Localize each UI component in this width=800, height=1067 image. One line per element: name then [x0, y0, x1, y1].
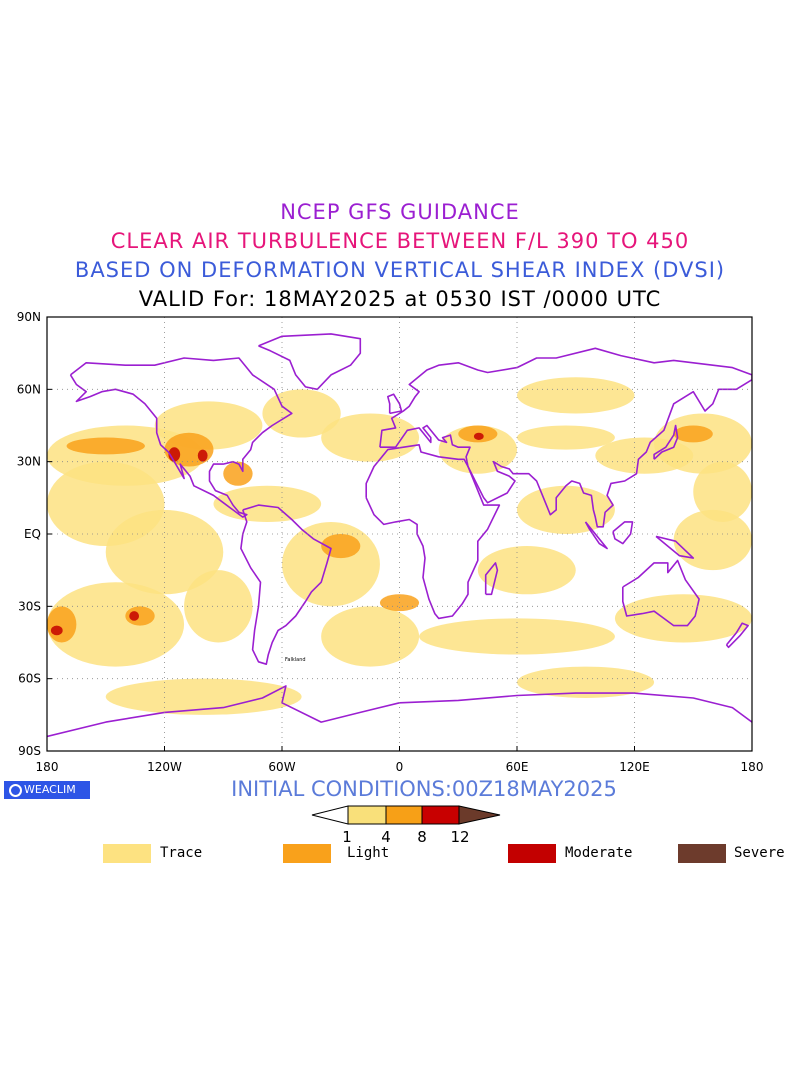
- legend-label-trace: Trace: [160, 845, 203, 861]
- coastline-africa: [365, 443, 501, 620]
- colorbar-tick-12: 12: [450, 828, 469, 846]
- turbulence-patch-37: [473, 432, 484, 440]
- coastline-borneo: [612, 521, 634, 545]
- turbulence-patch-13: [517, 485, 615, 534]
- map-axes: 90N 60N 30N EQ 30S 60S 90S 180 120W 60W 0 60E 120E 18…: [17, 310, 764, 774]
- turbulence-patch-9: [213, 485, 322, 522]
- turbulence-patch-23: [517, 425, 615, 450]
- colorbar-segment-moderate: [421, 805, 460, 825]
- coastline-madagascar: [484, 562, 499, 596]
- turbulence-patch-32: [673, 425, 713, 443]
- lat-label-90n: 90N: [17, 310, 41, 324]
- lat-label-60n: 60N: [17, 382, 41, 396]
- coastline-indonesia-sumatra: [584, 521, 608, 550]
- lon-label-60e-4: 60E: [506, 760, 529, 774]
- turbulence-patch-29: [125, 606, 155, 626]
- lat-label-eq: EQ: [24, 527, 41, 541]
- legend-swatch-trace: [103, 844, 151, 863]
- turbulence-patch-12: [477, 546, 576, 595]
- turbulence-patch-17: [614, 594, 752, 643]
- colorbar-segment-trace: [347, 805, 387, 825]
- lat-label-60s: 60S: [18, 672, 41, 686]
- lat-label-30s: 30S: [18, 599, 41, 613]
- turbulence-patch-18: [419, 618, 615, 655]
- colorbar: 1 4 8 12: [311, 805, 501, 846]
- turbulence-map: 90N 60N 30N EQ 30S 60S 90S 180 120W 60W 0 60E 120E 18…: [17, 310, 764, 774]
- lon-label-60w-2: 60W: [268, 760, 295, 774]
- turbulence-patch-7: [282, 521, 380, 607]
- colorbar-segment-below: [311, 805, 349, 825]
- legend-swatch-light: [283, 844, 331, 863]
- turbulence-patch-30: [47, 606, 77, 643]
- lon-label-120w-1: 120W: [147, 760, 182, 774]
- colorbar-segment-severe: [458, 805, 501, 825]
- lon-label-120e-5: 120E: [619, 760, 650, 774]
- coastline-layer: [47, 333, 752, 738]
- coastline-uk: [386, 393, 403, 415]
- turbulence-patch-35: [129, 611, 140, 621]
- turbulence-patch-20: [517, 666, 655, 698]
- turbulence-patch-26: [321, 534, 361, 559]
- lon-label-0-3: 0: [396, 760, 404, 774]
- turbulence-layer: [47, 377, 752, 715]
- turbulence-patch-6: [262, 389, 341, 438]
- lon-label-180-0: 180: [36, 760, 59, 774]
- coastline-antarctica: [47, 685, 752, 738]
- coastline-eurasia: [379, 347, 752, 528]
- title-line-1: NCEP GFS GUIDANCE: [280, 200, 520, 224]
- legend-label-light: Light: [347, 845, 390, 861]
- turbulence-patch-3: [47, 582, 185, 667]
- weaclim-logo: WEACLIM: [4, 781, 90, 799]
- turbulence-patch-10: [321, 413, 420, 462]
- coastline-new-guinea: [655, 535, 695, 559]
- colorbar-tick-1: 1: [342, 828, 352, 846]
- coastline-south-america: [240, 504, 332, 666]
- initial-conditions: INITIAL CONDITIONS:00Z18MAY2025: [231, 777, 617, 801]
- lat-label-30n: 30N: [17, 455, 41, 469]
- title-line-3: BASED ON DEFORMATION VERTICAL SHEAR INDE…: [74, 258, 726, 282]
- lon-label-180-6: 180: [741, 760, 764, 774]
- turbulence-patch-31: [223, 461, 253, 486]
- colorbar-tick-8: 8: [417, 828, 427, 846]
- legend-label-severe: Severe: [734, 845, 785, 861]
- station-label-falkland: Falkland: [285, 657, 306, 663]
- title-valid-time: VALID For: 18MAY2025 at 0530 IST /0000 U…: [138, 287, 662, 311]
- turbulence-patch-8: [321, 606, 420, 667]
- turbulence-patch-21: [693, 461, 752, 522]
- coastline-greenland: [258, 333, 362, 391]
- lat-label-90s: 90S: [18, 744, 41, 758]
- colorbar-segment-light: [385, 805, 423, 825]
- turbulence-patch-4: [184, 570, 253, 643]
- legend-label-moderate: Moderate: [565, 845, 633, 861]
- weaclim-ring-icon: [9, 784, 22, 797]
- turbulence-patch-22: [517, 377, 635, 414]
- legend-swatch-severe: [678, 844, 726, 863]
- colorbar-tick-4: 4: [381, 828, 391, 846]
- weaclim-label: WEACLIM: [24, 783, 76, 796]
- title-line-2: CLEAR AIR TURBULENCE BETWEEN F/L 390 TO …: [110, 229, 690, 253]
- coastline-japan: [653, 424, 679, 460]
- turbulence-patch-36: [50, 625, 63, 636]
- coastline-north-america: [69, 357, 293, 518]
- turbulence-patch-16: [673, 509, 752, 571]
- legend-swatch-moderate: [508, 844, 556, 863]
- turbulence-patch-25: [66, 437, 145, 455]
- coastline-new-zealand: [725, 622, 749, 649]
- turbulence-patch-19: [105, 678, 302, 715]
- turbulence-patch-34: [197, 449, 208, 462]
- coastline-australia: [621, 559, 700, 627]
